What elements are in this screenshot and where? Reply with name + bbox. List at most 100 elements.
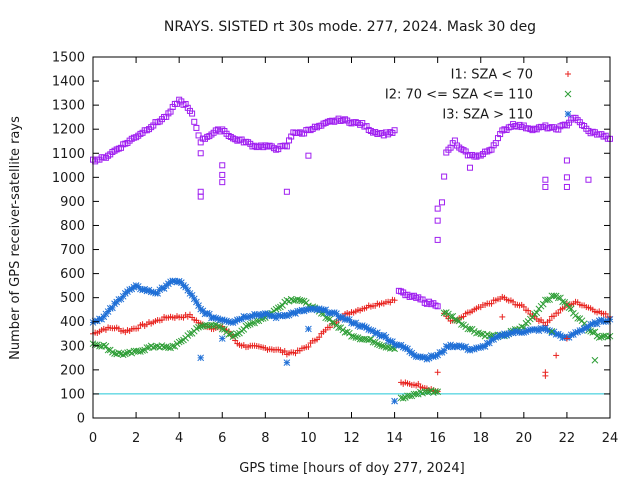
data-point bbox=[550, 292, 558, 300]
data-point bbox=[399, 394, 407, 402]
data-point-outlier bbox=[499, 313, 506, 320]
data-point bbox=[477, 330, 485, 338]
data-point-outlier bbox=[391, 397, 398, 405]
data-point-outlier bbox=[219, 171, 226, 178]
x-tick-label: 6 bbox=[218, 431, 226, 446]
data-point bbox=[158, 317, 165, 324]
data-point bbox=[169, 342, 177, 350]
series-total bbox=[90, 96, 613, 310]
data-point bbox=[233, 330, 241, 338]
data-point-outlier bbox=[218, 335, 226, 342]
data-point bbox=[350, 333, 358, 340]
x-tick-label: 18 bbox=[472, 431, 489, 446]
data-point bbox=[441, 173, 448, 180]
data-point bbox=[175, 338, 183, 346]
data-point bbox=[438, 199, 445, 206]
data-point bbox=[300, 307, 308, 315]
series-i3-sza-110 bbox=[89, 277, 614, 363]
data-point bbox=[602, 310, 609, 317]
y-tick-label: 1100 bbox=[52, 147, 85, 162]
data-point bbox=[352, 334, 360, 341]
data-point bbox=[533, 309, 541, 317]
y-axis-label: Number of GPS receiver-satellite rays bbox=[8, 116, 23, 360]
data-point bbox=[391, 127, 398, 134]
y-tick-label: 500 bbox=[60, 291, 85, 306]
outliers-i1 bbox=[434, 313, 570, 379]
data-point-outlier bbox=[434, 236, 441, 243]
data-point bbox=[104, 346, 112, 354]
data-point bbox=[195, 323, 202, 331]
data-point bbox=[475, 329, 482, 337]
data-point bbox=[518, 323, 526, 331]
data-point-outlier bbox=[219, 179, 226, 186]
data-point bbox=[345, 329, 353, 337]
x-tick-label: 22 bbox=[559, 431, 576, 446]
legend: I1: SZA < 70 I2: 70 <= SZA <= 110 I3: SZA … bbox=[385, 68, 572, 123]
data-point bbox=[302, 299, 310, 306]
legend-marker bbox=[565, 71, 571, 77]
data-point-outlier bbox=[197, 193, 204, 200]
data-point bbox=[242, 322, 250, 330]
x-tick-label: 8 bbox=[261, 431, 269, 446]
y-tick-label: 600 bbox=[60, 267, 85, 282]
data-point bbox=[376, 341, 383, 349]
data-point-outlier bbox=[434, 369, 441, 376]
x-tick-label: 12 bbox=[343, 431, 360, 446]
data-point bbox=[149, 344, 157, 351]
data-point-outlier bbox=[283, 188, 290, 195]
data-point bbox=[287, 295, 295, 303]
data-point-outlier bbox=[434, 205, 441, 212]
data-point-outlier bbox=[553, 352, 560, 359]
data-point bbox=[225, 331, 233, 338]
data-point bbox=[451, 316, 459, 324]
data-point bbox=[598, 333, 605, 341]
data-point bbox=[227, 330, 235, 337]
data-point-outlier bbox=[542, 183, 549, 190]
x-tick-label: 2 bbox=[132, 431, 140, 446]
data-point bbox=[555, 309, 562, 316]
data-point-outlier bbox=[542, 372, 549, 379]
legend-label: I2: 70 <= SZA <= 110 bbox=[385, 88, 533, 103]
y-tick-label: 1200 bbox=[52, 123, 85, 138]
data-point bbox=[177, 337, 185, 345]
data-point bbox=[367, 335, 375, 343]
data-point bbox=[432, 388, 439, 395]
data-point bbox=[434, 303, 441, 310]
data-point bbox=[289, 297, 297, 304]
data-point bbox=[189, 110, 196, 117]
data-point bbox=[458, 321, 465, 328]
data-point bbox=[139, 347, 146, 354]
x-tick-label: 24 bbox=[602, 431, 619, 446]
y-tick-label: 0 bbox=[77, 412, 85, 427]
x-tick-label: 20 bbox=[516, 431, 533, 446]
data-point bbox=[488, 300, 495, 307]
data-point-outlier bbox=[563, 174, 570, 181]
data-point bbox=[415, 380, 422, 387]
data-point bbox=[434, 388, 442, 396]
data-point bbox=[600, 332, 607, 340]
data-point bbox=[119, 351, 127, 359]
data-point bbox=[399, 343, 407, 351]
x-tick-label: 10 bbox=[300, 431, 317, 446]
outliers-i3 bbox=[197, 325, 398, 405]
data-point bbox=[193, 124, 200, 131]
y-axis: 0 100 200 300 400 500 600 700 800 900 1000 1100 1200… bbox=[52, 51, 610, 427]
data-point bbox=[137, 348, 144, 355]
data-point bbox=[520, 303, 527, 310]
data-point bbox=[406, 392, 414, 400]
data-point bbox=[578, 317, 586, 325]
data-point bbox=[391, 297, 398, 304]
legend-marker bbox=[564, 90, 572, 98]
data-point-outlier bbox=[591, 356, 599, 364]
y-tick-label: 1300 bbox=[52, 99, 85, 114]
data-point bbox=[328, 319, 336, 326]
data-point bbox=[96, 342, 103, 350]
plot-points bbox=[89, 96, 614, 405]
data-point bbox=[440, 309, 448, 317]
data-point bbox=[567, 305, 575, 313]
data-point bbox=[274, 304, 282, 312]
data-point bbox=[279, 302, 286, 309]
data-point-outlier bbox=[197, 354, 205, 362]
data-point bbox=[565, 304, 573, 311]
